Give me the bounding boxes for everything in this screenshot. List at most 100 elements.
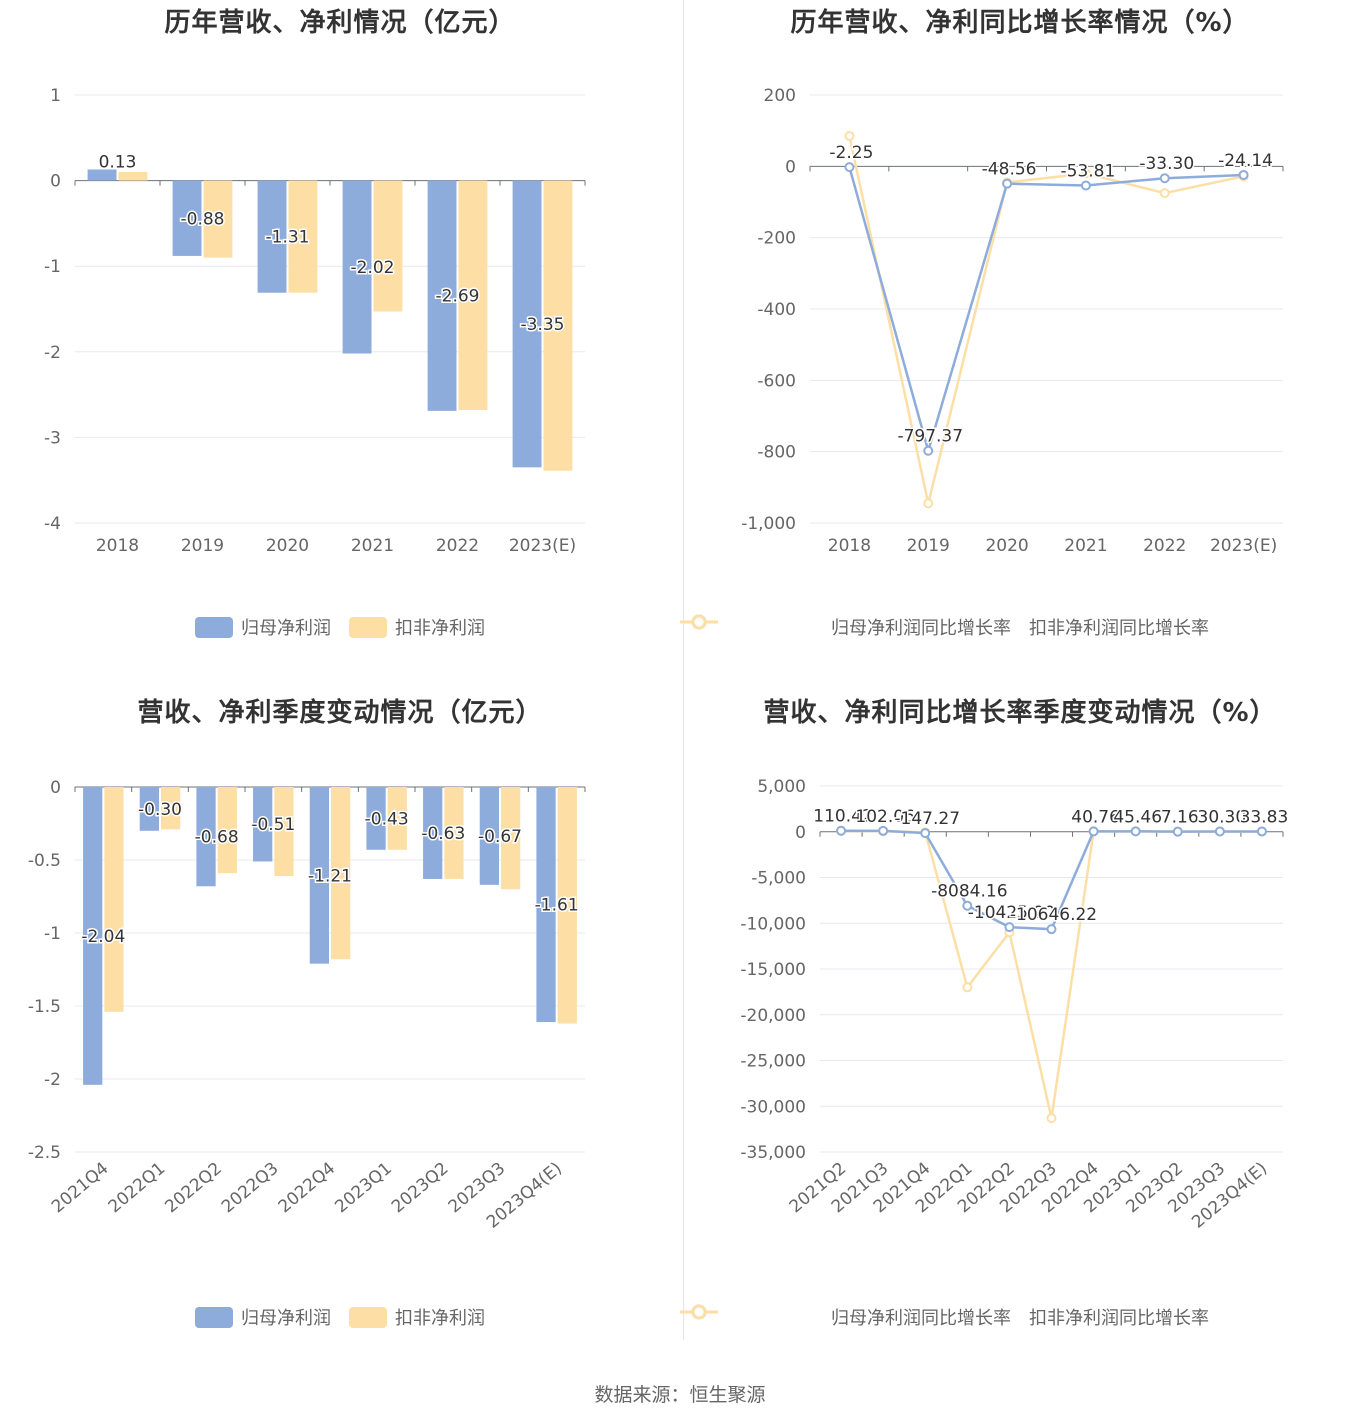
chart-title: 历年营收、净利同比增长率情况（%） bbox=[790, 8, 1250, 38]
y-tick-label: -600 bbox=[757, 371, 796, 391]
legend-item-series-2[interactable]: 扣非净利润 bbox=[349, 614, 485, 640]
legend-swatch-series-2 bbox=[349, 1306, 387, 1328]
bar-series-1 bbox=[423, 787, 443, 879]
legend-label-series-1: 归母净利润同比增长率 bbox=[831, 1308, 1011, 1329]
y-tick-label: -400 bbox=[757, 300, 796, 320]
y-tick-label: -800 bbox=[757, 443, 796, 463]
series-line-series-2 bbox=[841, 829, 1262, 1119]
bar-series-1 bbox=[479, 787, 499, 885]
bar-series-1 bbox=[342, 180, 372, 354]
data-label: -1.21 bbox=[308, 866, 352, 886]
legend-label-series-1: 归母净利润 bbox=[241, 618, 331, 639]
data-label: 40.76 bbox=[1071, 807, 1120, 827]
bar-series-1 bbox=[536, 787, 556, 1023]
y-tick-label: -1,000 bbox=[741, 514, 796, 534]
bar-series-1 bbox=[139, 787, 159, 831]
y-tick-label: 1 bbox=[50, 86, 61, 106]
x-tick-label: 2022 bbox=[436, 536, 479, 556]
legend-label-series-2: 扣非净利润同比增长率 bbox=[1029, 618, 1209, 639]
data-point-series-1 bbox=[962, 900, 973, 911]
x-tick-label: 2022 bbox=[1143, 536, 1186, 556]
quarterly-growth-chart: 5,000 0 -5,000 -10,000 -15,000 -20,000 -25,000… bbox=[740, 777, 1289, 1233]
x-tick-label: 2019 bbox=[907, 536, 950, 556]
legend-item-series-2[interactable]: 扣非净利润 bbox=[349, 1304, 485, 1330]
annual-profit-chart: 1 0 -1 -2 -3 -4 2018 2019 2020 2021 2022 2023(E) 0.1… bbox=[44, 86, 586, 556]
legend-label-series-2: 扣非净利润 bbox=[395, 1308, 485, 1329]
y-tick-label: 0 bbox=[785, 157, 796, 177]
data-point-series-1 bbox=[1172, 826, 1183, 837]
legend-item-series-2[interactable]: 扣非净利润同比增长率 bbox=[680, 614, 1209, 640]
data-label: 0.13 bbox=[99, 152, 137, 172]
data-label: -797.37 bbox=[897, 427, 963, 447]
chart-legend: 归母净利润同比增长率 扣非净利润同比增长率 bbox=[680, 1302, 1360, 1332]
data-label: -2.02 bbox=[351, 258, 395, 278]
x-tick-label: 2018 bbox=[96, 536, 139, 556]
data-label: -1.31 bbox=[266, 228, 310, 248]
data-point-series-1 bbox=[1002, 178, 1013, 189]
x-tick-label: 2023(E) bbox=[509, 536, 576, 556]
data-point-series-1 bbox=[923, 445, 934, 456]
x-tick-label: 2022Q2 bbox=[161, 1159, 226, 1218]
y-tick-label: 200 bbox=[764, 86, 796, 106]
data-label: -0.30 bbox=[138, 800, 182, 820]
data-label: 102.06 bbox=[855, 807, 914, 827]
legend-line-icon-series-2 bbox=[680, 1304, 718, 1320]
bar-series-2 bbox=[501, 787, 521, 890]
panel-divider bbox=[683, 0, 684, 1340]
bar-series-2 bbox=[373, 180, 403, 312]
bar-series-1 bbox=[87, 169, 117, 181]
x-tick-label: 2022Q4 bbox=[275, 1159, 340, 1218]
legend-item-series-1[interactable]: 归母净利润 bbox=[195, 614, 331, 640]
legend-item-series-1[interactable]: 归母净利润同比增长率 bbox=[680, 1304, 1011, 1330]
data-label: -33.30 bbox=[1139, 154, 1194, 174]
y-tick-label: 0 bbox=[795, 823, 806, 843]
data-label: 110.42 bbox=[813, 807, 872, 827]
y-tick-label: -1.5 bbox=[28, 997, 61, 1017]
legend-item-series-1[interactable]: 归母净利润 bbox=[195, 1304, 331, 1330]
y-tick-label: -5,000 bbox=[751, 869, 806, 889]
data-label: -2.25 bbox=[829, 143, 873, 163]
y-tick-label: -30,000 bbox=[740, 1097, 806, 1117]
data-point-series-2 bbox=[1080, 168, 1091, 179]
legend-item-series-2[interactable]: 扣非净利润同比增长率 bbox=[680, 1304, 1209, 1330]
data-point-series-1 bbox=[1004, 922, 1015, 933]
bar-series-1 bbox=[512, 180, 542, 468]
legend-label-series-2: 扣非净利润同比增长率 bbox=[1029, 1308, 1209, 1329]
bar-series-2 bbox=[557, 787, 577, 1024]
data-label: -147.27 bbox=[894, 809, 960, 829]
legend-swatch-series-2 bbox=[349, 616, 387, 638]
x-tick-label: 2022Q1 bbox=[105, 1159, 170, 1218]
chart-legend: 归母净利润同比增长率 扣非净利润同比增长率 bbox=[680, 612, 1360, 642]
x-tick-label: 2020 bbox=[266, 536, 309, 556]
data-label: -10646.22 bbox=[1010, 905, 1097, 925]
chart-legend: 归母净利润 扣非净利润 bbox=[0, 1302, 680, 1332]
data-label: 33.83 bbox=[1240, 807, 1289, 827]
y-tick-label: 0 bbox=[50, 172, 61, 192]
data-point-series-1 bbox=[1046, 924, 1057, 935]
chart-legend: 归母净利润 扣非净利润 bbox=[0, 612, 680, 642]
data-point-series-1 bbox=[1238, 169, 1249, 180]
bar-series-2 bbox=[543, 180, 573, 471]
series-line-series-1 bbox=[848, 166, 1244, 456]
annual-growth-chart: 200 0 -200 -400 -600 -800 -1,000 2018 2019 2020 20… bbox=[741, 86, 1284, 556]
data-label: -48.56 bbox=[982, 160, 1037, 180]
data-label: 7.16 bbox=[1161, 808, 1199, 828]
bar-series-1 bbox=[196, 787, 216, 887]
legend-item-series-1[interactable]: 归母净利润同比增长率 bbox=[680, 614, 1011, 640]
legend-line-icon-series-2 bbox=[680, 614, 718, 630]
y-tick-label: 0 bbox=[50, 778, 61, 798]
y-tick-label: -2.5 bbox=[28, 1143, 61, 1163]
data-label: -0.67 bbox=[478, 827, 522, 847]
data-point-series-1 bbox=[836, 825, 847, 836]
y-tick-label: -20,000 bbox=[740, 1006, 806, 1026]
bar-series-2 bbox=[331, 787, 351, 960]
y-tick-label: -1 bbox=[44, 924, 61, 944]
bar-series-1 bbox=[427, 180, 457, 411]
data-label: -10425.90 bbox=[968, 903, 1055, 923]
data-label: -0.88 bbox=[181, 209, 225, 229]
y-tick-label: -25,000 bbox=[740, 1052, 806, 1072]
data-point-series-2 bbox=[962, 982, 973, 993]
data-label: -24.14 bbox=[1218, 151, 1273, 171]
y-tick-label: -10,000 bbox=[740, 914, 806, 934]
x-tick-label: 2022Q3 bbox=[218, 1159, 283, 1218]
